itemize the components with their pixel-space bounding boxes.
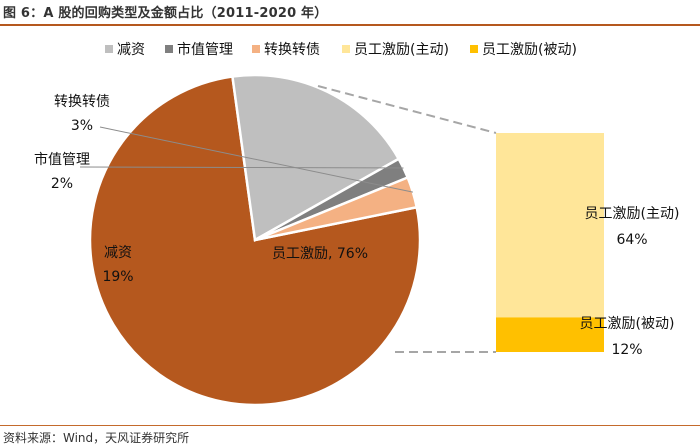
bar-label-员工激励主动: 64% <box>616 232 647 248</box>
figure-title: 图 6：A 股的回购类型及金额占比（2011-2020 年） <box>3 6 328 21</box>
footer-rule <box>0 425 700 426</box>
legend-label-员工激励被动: 员工激励(被动) <box>482 41 577 58</box>
pie-slice-减资 <box>231 73 401 242</box>
connector-line-top <box>317 85 497 134</box>
bar-segment-员工激励被动 <box>496 317 604 352</box>
pie-category-转换转债: 转换转债 <box>54 93 110 110</box>
legend-label-员工激励主动: 员工激励(主动) <box>354 41 449 58</box>
legend-swatch-员工激励主动 <box>342 45 350 53</box>
bar-category-员工激励被动: 员工激励(被动) <box>580 315 675 332</box>
legend-swatch-市值管理 <box>165 45 173 53</box>
pie-label-转换转债: 3% <box>71 118 93 134</box>
pie-slice-转换转债 <box>254 175 419 242</box>
pie-category-市值管理: 市值管理 <box>34 151 90 168</box>
pie-label-减资: 19% <box>102 269 133 285</box>
leader-line-转换转债 <box>99 126 414 193</box>
legend-swatch-员工激励被动 <box>470 45 478 53</box>
legend-swatch-减资 <box>105 45 113 53</box>
bar-segment-员工激励主动 <box>496 133 604 318</box>
bar-label-员工激励被动: 12% <box>611 342 642 358</box>
legend-swatch-转换转债 <box>252 45 260 53</box>
legend-label-转换转债: 转换转债 <box>264 41 320 58</box>
pie-category-减资: 减资 <box>104 245 132 261</box>
title-rule <box>0 24 700 26</box>
source-note: 资料来源：Wind，天风证券研究所 <box>3 431 190 445</box>
pie-label-员工激励: 员工激励, 76% <box>272 245 368 262</box>
bar-category-员工激励主动: 员工激励(主动) <box>585 205 680 222</box>
legend-label-市值管理: 市值管理 <box>177 41 233 58</box>
pie-label-市值管理: 2% <box>51 176 73 192</box>
leader-line-市值管理 <box>79 166 404 169</box>
legend-label-减资: 减资 <box>117 42 145 58</box>
